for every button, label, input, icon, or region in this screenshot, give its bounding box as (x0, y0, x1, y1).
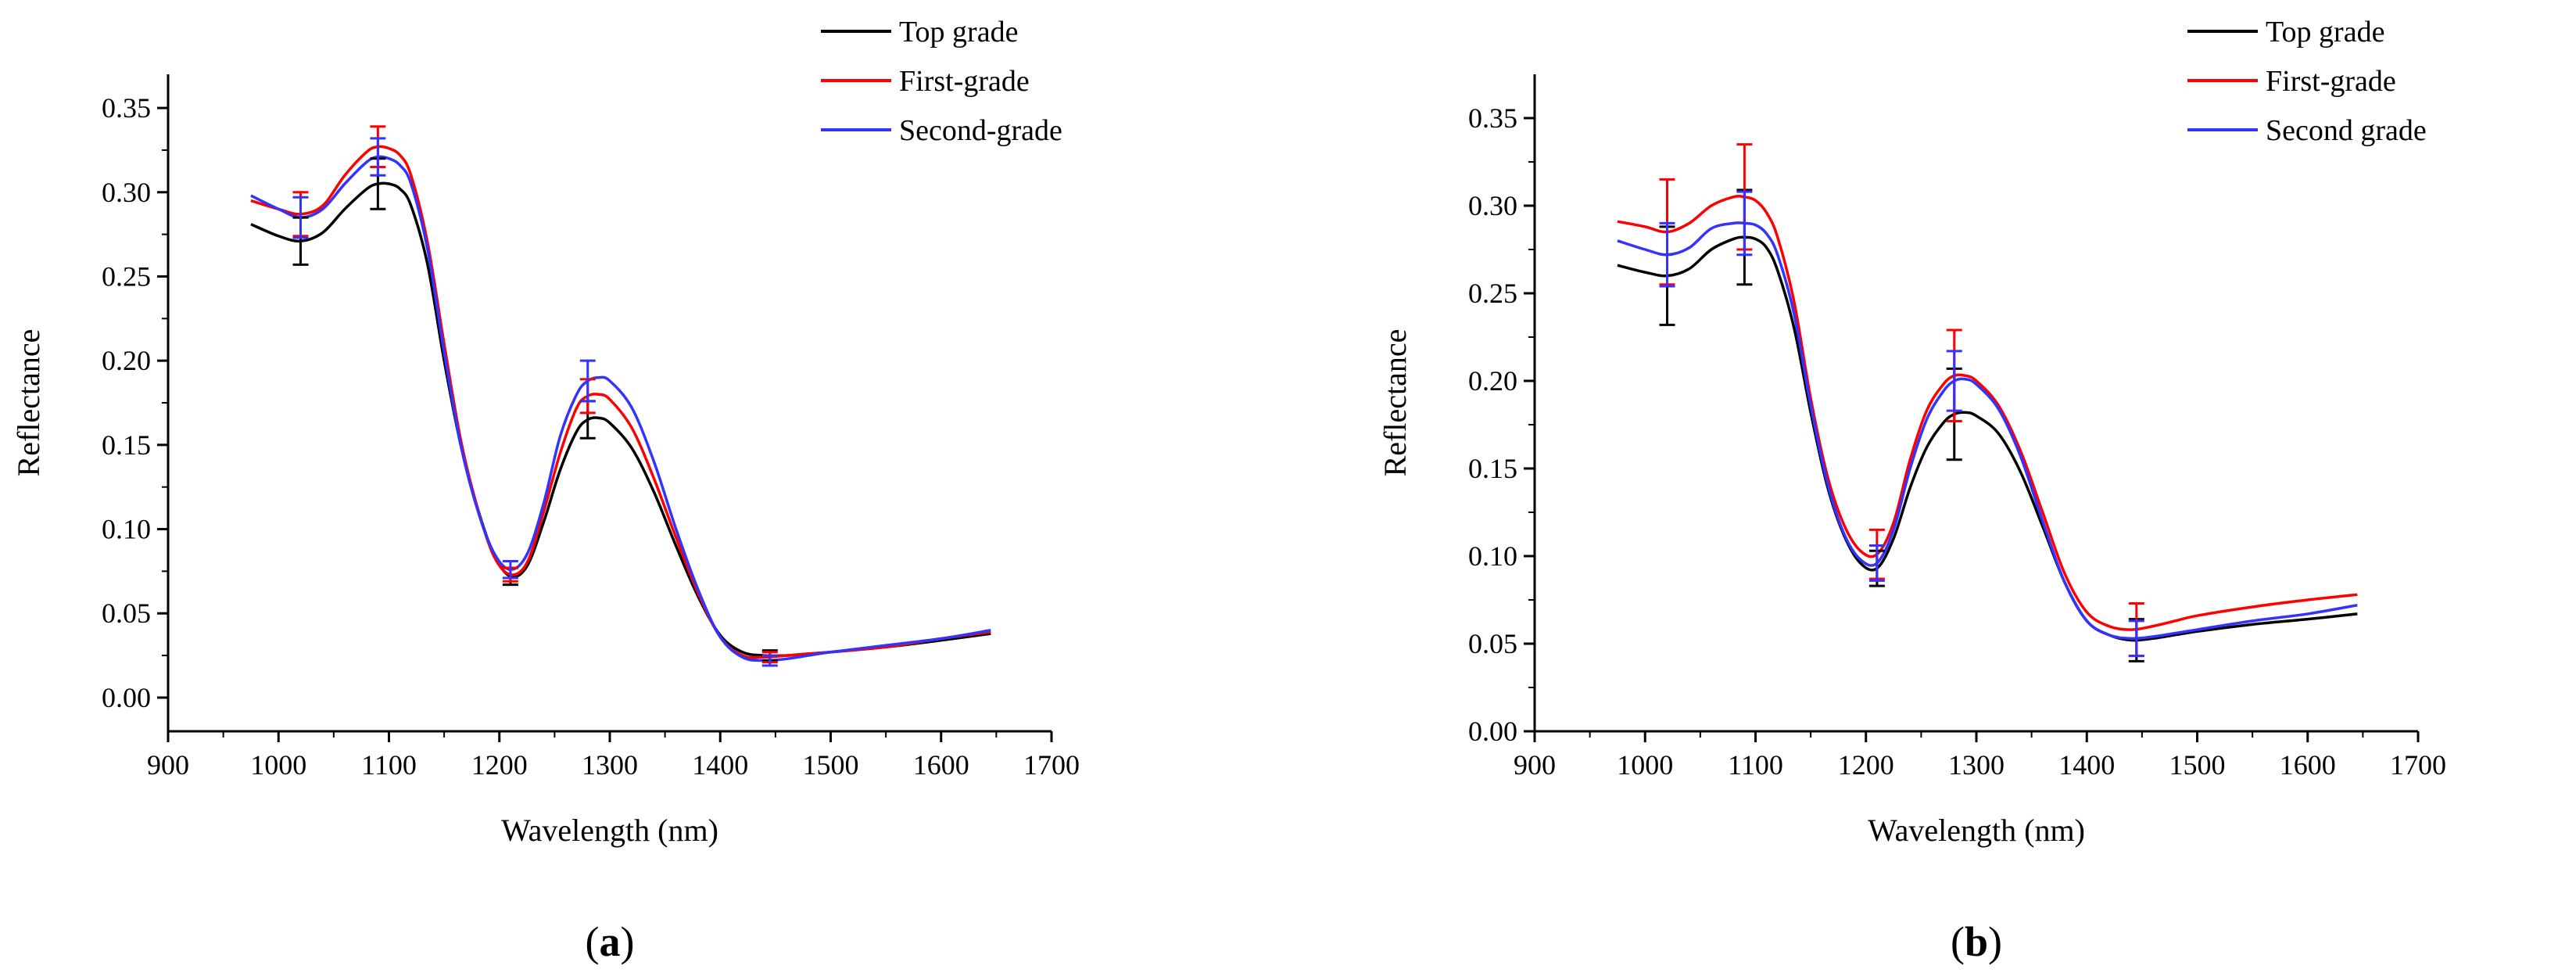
series-line-a-2 (250, 155, 991, 662)
y-tick-label-b-7: 0.35 (1468, 102, 1517, 134)
series-line-a-1 (250, 145, 991, 659)
x-tick-label-b-1: 1000 (1617, 749, 1673, 781)
legend-label-b-0: Top grade (2266, 16, 2384, 48)
y-tick-label-a-4: 0.20 (102, 345, 151, 376)
x-tick-label-b-8: 1700 (2390, 749, 2446, 781)
y-tick-label-a-7: 0.35 (102, 92, 151, 124)
panel-label-paren-close-a: ) (621, 918, 635, 965)
x-tick-label-b-4: 1300 (1948, 749, 2005, 781)
x-tick-label-a-2: 1100 (361, 749, 417, 781)
x-tick-label-b-3: 1200 (1838, 749, 1894, 781)
x-tick-label-a-8: 1700 (1023, 749, 1080, 781)
y-tick-label-a-2: 0.10 (102, 514, 151, 545)
error-bar-a-2-4 (761, 654, 778, 667)
y-tick-label-b-0: 0.00 (1468, 716, 1517, 747)
error-bar-b-2-4 (2128, 619, 2144, 658)
y-tick-label-a-3: 0.15 (102, 429, 151, 461)
legend-label-a-1: First-grade (899, 65, 1030, 98)
legend-label-b-1: First-grade (2266, 65, 2396, 98)
y-tick-label-a-6: 0.30 (102, 177, 151, 208)
x-tick-label-b-7: 1600 (2280, 749, 2336, 781)
y-tick-label-b-2: 0.10 (1468, 540, 1517, 572)
panel-label-letter-b: b (1965, 918, 1988, 965)
chart-a-svg: 900 1000 1100 1200 1300 1400 1500 1600 1700 0.00 0… (11, 16, 1080, 965)
y-tick-label-b-5: 0.25 (1468, 278, 1517, 309)
series-line-b-0 (1617, 235, 2358, 642)
y-tick-label-b-3: 0.15 (1468, 453, 1517, 484)
chart-b-svg: 900 1000 1100 1200 1300 1400 1500 1600 1700 0.00 0… (1378, 16, 2446, 965)
series-line-b-2 (1617, 221, 2358, 641)
panel-label-a: (a) (586, 918, 635, 965)
y-tick-label-a-0: 0.00 (102, 682, 151, 713)
x-tick-label-a-5: 1400 (692, 749, 748, 781)
error-bar-b-2-1 (1736, 190, 1753, 257)
y-tick-label-a-5: 0.25 (102, 260, 151, 292)
error-bar-a-2-0 (292, 196, 309, 239)
x-tick-label-b-0: 900 (1514, 749, 1556, 781)
x-tick-label-b-2: 1100 (1728, 749, 1783, 781)
panel-label-letter-a: a (600, 918, 621, 965)
x-tick-label-a-3: 1200 (471, 749, 528, 781)
panel-label-b: (b) (1951, 918, 2002, 965)
y-tick-label-b-6: 0.30 (1468, 190, 1517, 221)
y-tick-label-b-1: 0.05 (1468, 628, 1517, 659)
error-bar-b-2-2 (1868, 544, 1885, 582)
error-bar-a-2-1 (370, 137, 386, 177)
y-tick-label-a-1: 0.05 (102, 598, 151, 629)
panel-label-paren-open-b: ( (1951, 918, 1965, 965)
chart-panel-a: 900 1000 1100 1200 1300 1400 1500 1600 1700 0.00 0… (11, 16, 1080, 965)
error-bar-b-2-3 (1946, 350, 1962, 412)
panel-label-paren-open-a: ( (586, 918, 600, 965)
x-tick-label-a-7: 1600 (913, 749, 969, 781)
x-tick-label-b-5: 1400 (2058, 749, 2115, 781)
error-bar-a-2-3 (579, 359, 596, 403)
y-axis-title-b: Reflectance (1378, 329, 1413, 477)
panel-label-paren-close-b: ) (1988, 918, 2002, 965)
series-line-b-1 (1617, 195, 2358, 631)
series-line-a-0 (250, 181, 991, 658)
y-axis-title-a: Reflectance (11, 329, 46, 477)
chart-panel-b: 900 1000 1100 1200 1300 1400 1500 1600 1700 0.00 0… (1288, 0, 2576, 980)
x-tick-label-a-6: 1500 (803, 749, 859, 781)
x-tick-label-a-1: 1000 (250, 749, 306, 781)
x-tick-label-b-6: 1500 (2169, 749, 2226, 781)
x-axis-title-b: Wavelength (nm) (1868, 813, 2085, 848)
error-bar-b-2-0 (1659, 221, 1675, 288)
legend-label-b-2: Second grade (2266, 114, 2427, 147)
x-tick-label-a-0: 900 (147, 749, 189, 781)
error-bar-a-2-2 (502, 559, 518, 580)
x-tick-label-a-4: 1300 (582, 749, 638, 781)
legend-label-a-0: Top grade (899, 16, 1018, 48)
y-tick-label-b-4: 0.20 (1468, 365, 1517, 397)
x-axis-title-a: Wavelength (nm) (501, 813, 718, 848)
legend-label-a-2: Second-grade (899, 114, 1062, 147)
